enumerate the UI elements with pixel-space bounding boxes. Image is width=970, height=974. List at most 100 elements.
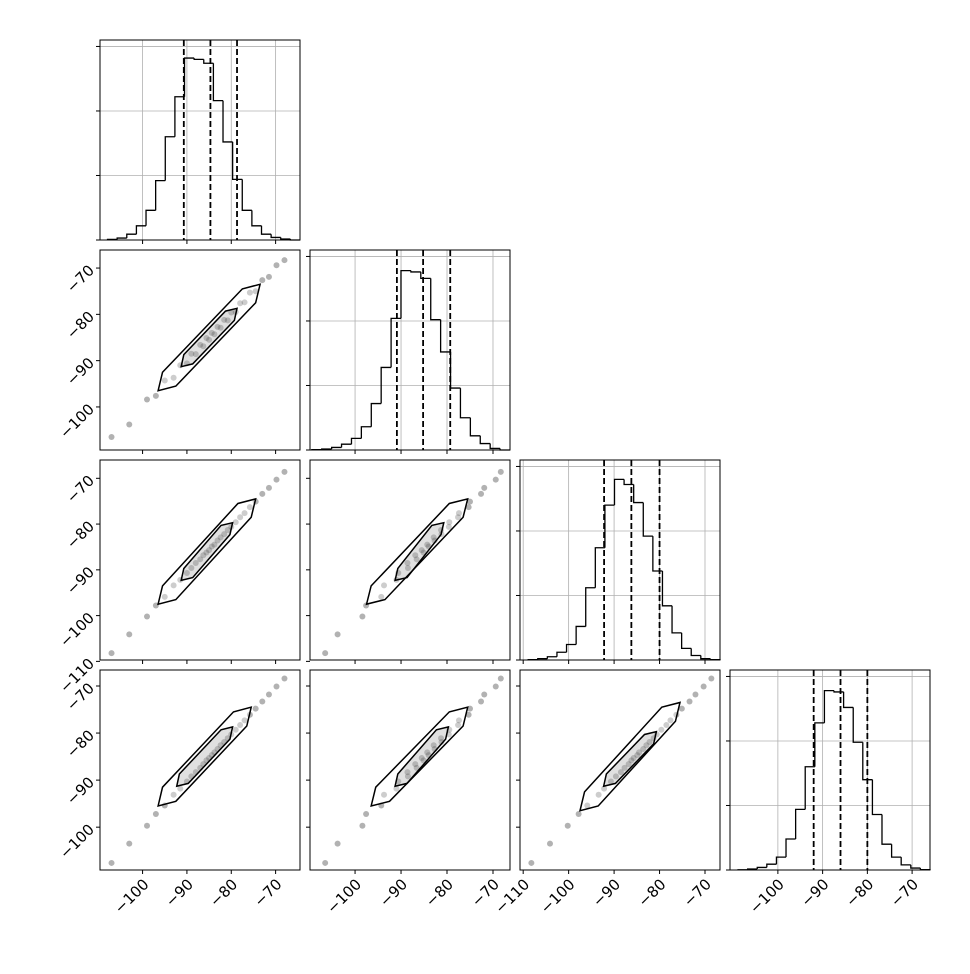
sample-point [565,823,571,829]
histogram-step [361,427,371,439]
histogram-step [538,659,548,660]
sample-point [687,699,693,705]
histogram-step [662,571,672,606]
x-tick-label: −110 [491,875,533,917]
histogram-step [576,626,586,644]
contour [181,523,232,581]
histogram-step [117,238,127,239]
sample-point [126,631,132,637]
histogram-step [146,210,156,225]
sample-point [259,277,265,283]
y-tick-label: −70 [63,472,98,507]
histogram-step [586,588,596,627]
sample-point [692,691,698,697]
sample-point [281,469,287,475]
sample-point [708,675,714,681]
histogram-step [682,633,692,648]
histogram-step [371,404,381,427]
x-tick-label: −100 [323,875,365,917]
sample-point [576,811,582,817]
histogram-step [672,606,682,633]
histogram-step [213,63,223,100]
sample-point [363,811,369,817]
histogram-step [281,237,291,239]
histogram-step [342,444,352,447]
panel-frame [730,670,930,870]
histogram-step [490,444,500,449]
y-tick-label: −90 [63,354,98,389]
sample-point [478,491,484,497]
sample-point [281,675,287,681]
histogram-step [691,648,701,655]
x-tick-label: −70 [887,875,922,910]
histogram-step [431,278,441,319]
x-tick-label: −80 [634,875,669,910]
sample-point [109,650,115,656]
y-tick-label: −100 [56,400,98,442]
histogram-step [901,857,911,865]
histogram-step [194,58,204,59]
contour [604,732,657,787]
x-tick-label: −90 [376,875,411,910]
x-tick-label: −80 [422,875,457,910]
histogram-step [796,809,806,839]
contour [181,308,237,366]
sample-point [144,614,150,620]
histogram-step [262,226,272,234]
y-tick-label: −100 [56,609,98,651]
histogram-step [156,181,166,211]
x-tick-label: −100 [111,875,153,917]
x-tick-label: −100 [746,875,788,917]
histogram-step [892,844,902,857]
histogram-step [844,692,854,707]
histogram-step [824,691,834,723]
contour [395,727,448,786]
histogram-step [242,179,252,210]
sample-point [266,274,272,280]
sample-point [322,650,328,656]
contour [395,523,444,581]
histogram-step [185,58,195,97]
sample-point [498,469,504,475]
y-tick-label: −90 [63,773,98,808]
histogram-step [882,815,892,845]
histogram-step [127,234,137,238]
sample-point [266,691,272,697]
y-tick-label: −80 [63,517,98,552]
sample-point [359,614,365,620]
sample-point [273,477,279,483]
histogram-step [165,137,175,181]
sample-point [335,631,341,637]
histogram-step [834,691,844,692]
histogram-step [634,485,644,503]
sample-point [359,823,365,829]
x-tick-label: −80 [842,875,877,910]
histogram-step [786,839,796,857]
x-tick-label: −80 [206,875,241,910]
sample-point [126,841,132,847]
sample-point [493,683,499,689]
histogram-step [441,320,451,352]
y-tick-label: −100 [56,820,98,862]
x-tick-label: −100 [537,875,579,917]
sample-point [266,485,272,491]
sample-point [144,397,150,403]
histogram-step [136,226,146,234]
histogram-step [567,645,577,653]
x-tick-label: −70 [251,875,286,910]
histogram-step [204,59,214,63]
sample-point [153,811,159,817]
sample-point [322,860,328,866]
panel-frame [100,40,300,240]
histogram-step [480,436,490,444]
panel-frame [310,250,510,450]
histogram-step [767,864,777,867]
sample-point [153,393,159,399]
sample-point [126,422,132,428]
sample-point [481,485,487,491]
sample-point [259,491,265,497]
sample-point [547,841,553,847]
sample-point [335,841,341,847]
sample-point [259,699,265,705]
histogram-step [757,867,767,869]
